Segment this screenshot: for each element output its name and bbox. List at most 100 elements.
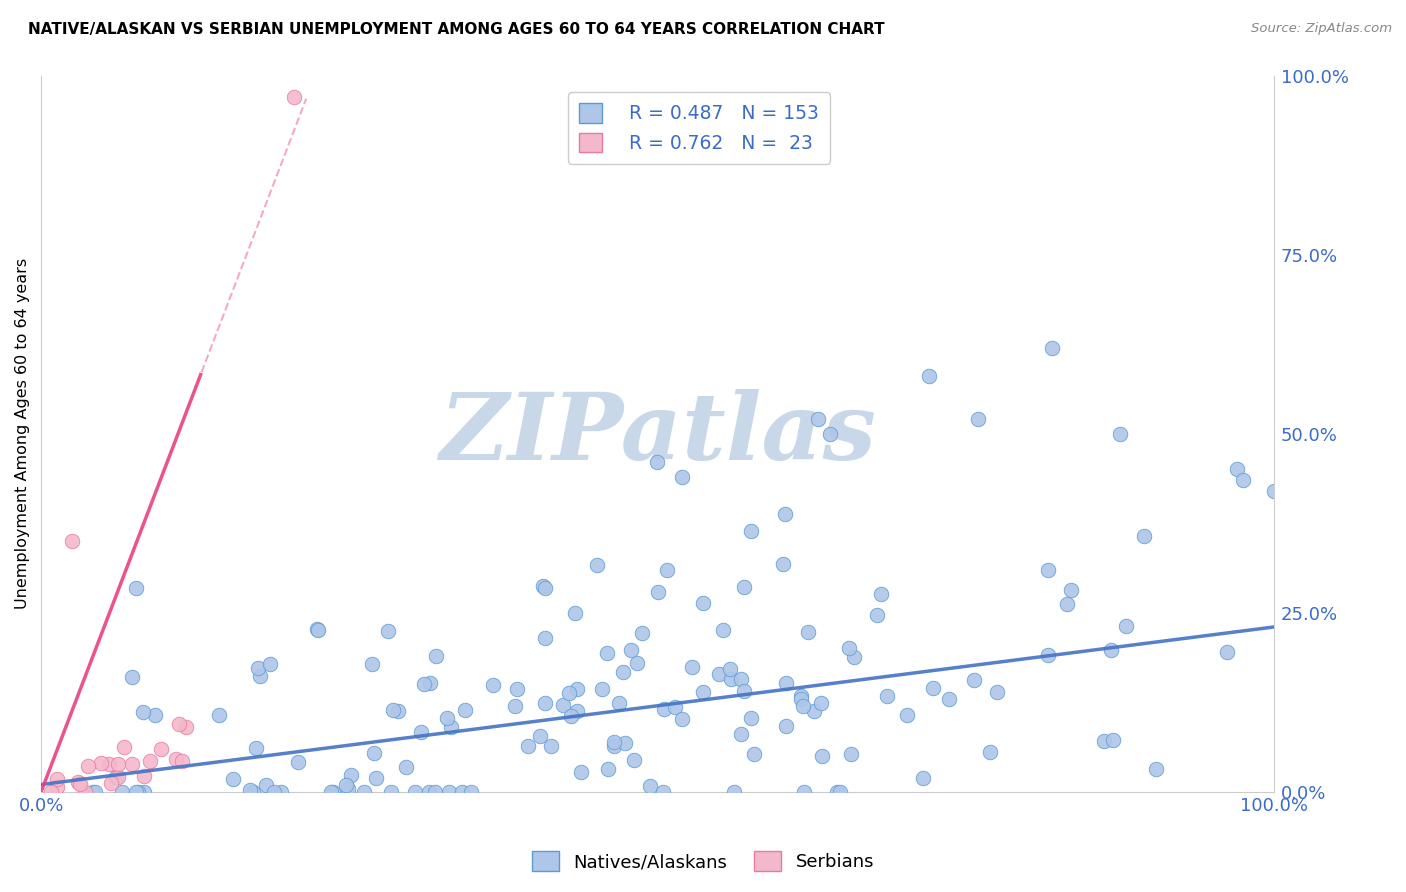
Point [460, 785, 482, 799]
Point [336, 781, 359, 796]
Point [842, 649, 865, 664]
Point [1040, 341, 1063, 355]
Point [46, 780, 69, 794]
Point [1263, 483, 1285, 498]
Point [139, 755, 162, 769]
Point [409, 724, 432, 739]
Point [652, 702, 675, 716]
Point [614, 736, 637, 750]
Point [90, 756, 112, 771]
Point [567, 682, 589, 697]
Point [412, 677, 434, 691]
Point [1101, 733, 1123, 747]
Point [366, 771, 388, 785]
Point [132, 769, 155, 783]
Point [170, 754, 193, 768]
Point [1108, 426, 1130, 441]
Point [387, 704, 409, 718]
Point [1115, 619, 1137, 633]
Point [111, 785, 134, 799]
Point [986, 685, 1008, 699]
Point [1099, 642, 1122, 657]
Point [425, 785, 447, 799]
Point [723, 785, 745, 799]
Point [247, 660, 270, 674]
Point [100, 776, 122, 790]
Point [107, 770, 129, 784]
Point [60, 534, 83, 549]
Point [1132, 529, 1154, 543]
Point [132, 705, 155, 719]
Point [82, 785, 104, 799]
Point [603, 735, 626, 749]
Point [775, 719, 797, 733]
Legend: Natives/Alaskans, Serbians: Natives/Alaskans, Serbians [524, 844, 882, 879]
Point [595, 646, 617, 660]
Point [83, 785, 105, 799]
Point [742, 747, 765, 762]
Point [254, 778, 277, 792]
Point [793, 785, 815, 799]
Point [1144, 763, 1167, 777]
Point [720, 662, 742, 676]
Point [564, 606, 586, 620]
Point [1092, 734, 1115, 748]
Point [121, 669, 143, 683]
Point [454, 703, 477, 717]
Point [361, 657, 384, 671]
Point [603, 739, 626, 754]
Point [322, 785, 344, 799]
Point [740, 524, 762, 538]
Point [505, 682, 527, 697]
Point [876, 689, 898, 703]
Point [1226, 462, 1249, 476]
Point [307, 623, 329, 637]
Point [607, 696, 630, 710]
Point [404, 785, 426, 799]
Point [560, 709, 582, 723]
Point [436, 711, 458, 725]
Point [963, 673, 986, 687]
Point [418, 785, 440, 799]
Point [565, 704, 588, 718]
Point [174, 720, 197, 734]
Point [425, 648, 447, 663]
Point [381, 703, 404, 717]
Point [647, 455, 669, 469]
Point [242, 785, 264, 799]
Point [534, 696, 557, 710]
Point [283, 90, 305, 104]
Point [533, 581, 555, 595]
Point [127, 785, 149, 799]
Point [121, 756, 143, 771]
Point [1036, 648, 1059, 662]
Point [503, 698, 526, 713]
Point [77, 759, 100, 773]
Point [790, 690, 813, 704]
Text: NATIVE/ALASKAN VS SERBIAN UNEMPLOYMENT AMONG AGES 60 TO 64 YEARS CORRELATION CHA: NATIVE/ALASKAN VS SERBIAN UNEMPLOYMENT A… [28, 22, 884, 37]
Point [439, 785, 461, 799]
Point [335, 778, 357, 792]
Point [395, 760, 418, 774]
Point [353, 785, 375, 799]
Point [143, 707, 166, 722]
Point [775, 676, 797, 690]
Point [938, 692, 960, 706]
Point [363, 746, 385, 760]
Text: ZIPatlas: ZIPatlas [439, 389, 876, 479]
Point [619, 642, 641, 657]
Point [1216, 645, 1239, 659]
Point [692, 685, 714, 699]
Point [839, 747, 862, 761]
Point [531, 579, 554, 593]
Point [39, 785, 62, 799]
Point [792, 699, 814, 714]
Point [307, 622, 329, 636]
Point [626, 656, 648, 670]
Point [1060, 583, 1083, 598]
Point [740, 711, 762, 725]
Point [692, 596, 714, 610]
Point [733, 683, 755, 698]
Point [516, 739, 538, 753]
Point [811, 748, 834, 763]
